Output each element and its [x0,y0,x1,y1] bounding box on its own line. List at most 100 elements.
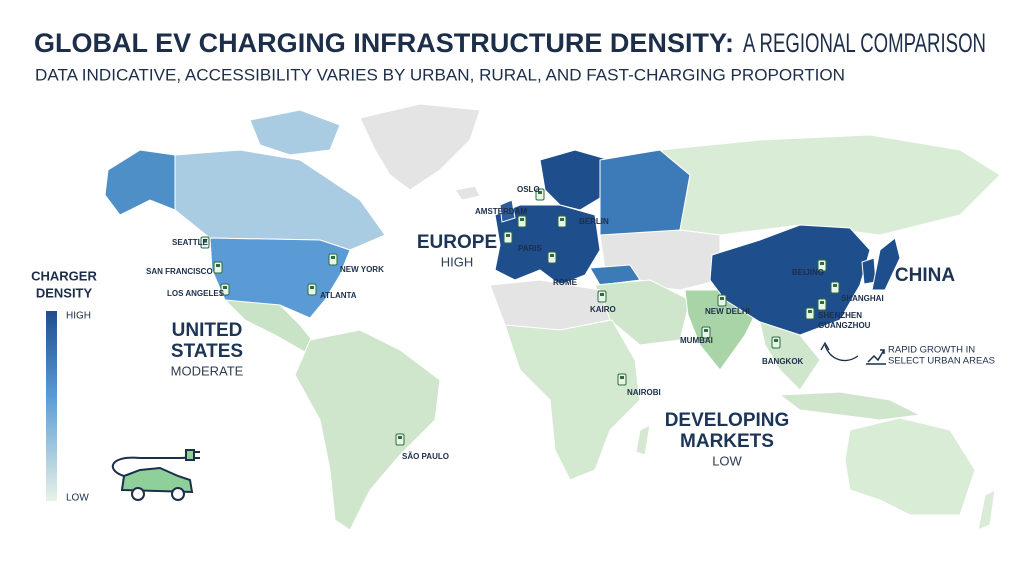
indonesia [778,391,922,421]
region-name: CHINA [895,265,955,286]
charger-icon [597,290,607,303]
charger-icon [503,231,513,244]
region-name: STATES [171,341,243,362]
growth-icon [866,349,886,365]
canada [174,149,386,251]
turkey [589,264,641,286]
charger-screen [550,254,554,257]
charger-screen [600,293,604,296]
uk-ireland [499,199,516,223]
scandinavia [539,149,611,211]
japan [871,237,901,291]
region-level: LOW [712,453,742,468]
world-map [104,103,1001,531]
city-label: OSLO [517,185,540,194]
city-label: SÃO PAULO [402,452,449,461]
charger-screen [216,264,220,267]
new-zealand [977,489,996,531]
charger-icon [213,261,223,274]
legend-high: HIGH [66,311,91,322]
city-label: KAIRO [590,305,616,314]
city-label: NEW DELHI [705,307,750,316]
city-label: SHANGHAI [841,294,884,303]
icon-stroke [867,349,885,363]
charger-screen [331,256,335,259]
charger-icon [771,336,781,349]
city-label: SEATTLE [172,238,209,247]
legend-title: DENSITY [36,285,93,300]
city-label: NAIROBI [627,388,661,397]
title-bold: GLOBAL EV CHARGING INFRASTRUCTURE DENSIT… [34,28,734,58]
region-name: UNITED [172,320,243,341]
city-label: AMSTERDAM [475,207,527,216]
charger-screen [720,297,724,300]
charger-screen [820,262,824,265]
charger-screen [203,239,207,242]
charger-icon [617,373,627,386]
australia [844,417,976,516]
charger-screen [820,301,824,304]
iceland [454,185,481,201]
region-level: MODERATE [171,363,244,378]
charger-screen [560,218,564,221]
charger-icon [717,294,727,307]
madagascar [635,424,651,456]
alaska [104,149,176,216]
city-label: SAN FRANCISCO [146,267,213,276]
charger-screen [398,436,402,439]
city-label: BEIJING [792,268,824,277]
city-label: ROME [553,278,578,287]
annotation: RAPID GROWTH IN [888,345,975,356]
south-america [294,329,441,531]
region-name: MARKETS [680,431,774,452]
canada-arctic [249,109,341,156]
city-label: BERLIN [579,217,609,226]
charger-screen [310,286,314,289]
charger-icon [817,298,827,311]
city-label: PARIS [518,244,543,253]
legend-gradient [46,311,57,501]
city-markers: SEATTLE SAN FRANCISCO LOS ANGELES NEW YORK A… [146,185,884,461]
charger-icon [805,307,815,320]
icon-stroke [880,349,885,354]
annotation-arrow [824,344,859,362]
subtitle: DATA INDICATIVE, ACCESSIBILITY VARIES BY… [35,65,845,84]
annotation: SELECT URBAN AREAS [888,356,995,367]
annotation-arrowhead [820,341,830,351]
charger-screen [808,310,812,313]
charger-icon [395,433,405,446]
charger-screen [538,191,542,194]
shape [185,449,195,461]
title-rest: A REGIONAL COMPARISON [743,28,986,58]
shape [131,487,145,501]
region-name: DEVELOPING [665,410,790,431]
legend-low: LOW [66,493,89,504]
charger-icon [547,251,557,264]
city-label: ATLANTA [320,291,357,300]
city-label: NEW YORK [340,265,384,274]
charger-screen [520,218,524,221]
africa [504,319,641,481]
charger-icon [830,281,840,294]
city-label: GUANGZHOU [818,321,871,330]
region-level: HIGH [441,254,474,269]
city-label: SHENZHEN [818,311,862,320]
charger-screen [704,329,708,332]
charger-icon [328,253,338,266]
shape [171,487,185,501]
charger-screen [774,339,778,342]
city-label: BANGKOK [762,357,804,366]
charger-screen [506,234,510,237]
charger-screen [223,286,227,289]
greenland [359,103,481,191]
eastern-russia [658,134,1001,236]
city-label: LOS ANGELES [167,289,225,298]
charger-screen [620,376,624,379]
charger-screen [833,284,837,287]
charger-icon [517,215,527,228]
charger-icon [307,283,317,296]
car-icon [111,449,200,501]
icon-stroke [120,466,194,494]
charger-icon [557,215,567,228]
